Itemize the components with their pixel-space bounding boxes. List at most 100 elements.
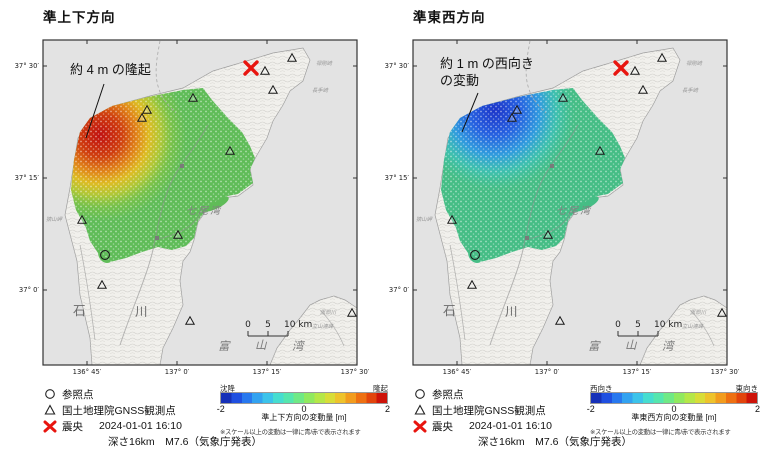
gnss-stations	[446, 52, 727, 325]
noto-island	[201, 196, 229, 212]
lat-tick-label: 37° 30′	[385, 62, 410, 70]
colorbar-vertical: 沈降 隆起 -2 0 2 準上下方向の変動量 [m] ※スケール以上の変動は一律…	[216, 383, 391, 436]
colorbar-gradient	[590, 392, 758, 404]
map-frame	[412, 39, 728, 366]
annotation-leader-line	[85, 83, 105, 139]
gnss-triangle	[716, 307, 727, 317]
terrain-texture-toyama	[640, 296, 727, 365]
scale-10km: 10 km	[284, 320, 312, 330]
colorbar-east-west: 西向き 東向き -2 0 2 準東西方向の変動量 [m] ※スケール以上の変動は…	[586, 383, 760, 436]
colorbar-tick-min: -2	[216, 404, 225, 414]
scale-5: 5	[265, 320, 271, 330]
legend-reference-point: 参照点	[42, 386, 262, 402]
colorbar-axis-label: 準上下方向の変動量 [m]	[261, 413, 347, 422]
route-shield	[550, 164, 554, 168]
gnss-triangle	[346, 307, 357, 317]
scale-0: 0	[615, 320, 621, 330]
legend-gnss: 国土地理院GNSS観測点	[412, 402, 632, 418]
gnss-triangle-icon	[42, 404, 58, 416]
legend-reference-label: 参照点	[62, 388, 94, 401]
gnss-stations	[76, 52, 357, 325]
lat-tick-label: 37° 15′	[15, 174, 40, 182]
map-legend: 参照点 国土地理院GNSS観測点 震央 2024-01-01 16:10 深さ1…	[42, 386, 262, 449]
epicenter-x-marker	[613, 60, 629, 76]
reference-point-marker	[100, 250, 110, 260]
reference-circle-icon	[42, 388, 58, 400]
route-shield	[180, 164, 184, 168]
sea-label-nanao-bay: 七尾湾	[186, 205, 222, 217]
legend-gnss-label: 国土地理院GNSS観測点	[62, 404, 176, 417]
scale-10km: 10 km	[654, 320, 682, 330]
epicenter-x-marker	[243, 60, 259, 76]
map-legend: 参照点 国土地理院GNSS観測点 震央 2024-01-01 16:10 深さ1…	[412, 386, 632, 449]
gnss-triangle	[141, 104, 153, 114]
scale-bar: 0 5 10 km	[615, 320, 682, 337]
colorbar-footnote: ※スケール以上の変動は一律に青/赤で表示されます	[220, 429, 361, 436]
colorbar-tick-max: 2	[384, 404, 391, 414]
map-east-west-displacement: 禄剛崎 長手崎 猿山岬 黒部川 立山連峰 七尾湾 富 山 湾 石 川 0 5 1…	[385, 39, 740, 376]
colorbar-tick-mid: 0	[301, 404, 307, 414]
roads	[79, 124, 345, 347]
panel-east-west: 準東西方向	[370, 0, 760, 457]
page-title: 準東西方向	[413, 10, 486, 25]
legend-epicenter-label: 震央	[62, 420, 83, 433]
lat-tick-label: 37° 15′	[385, 174, 410, 182]
gnss-triangle	[511, 104, 523, 114]
scale-5: 5	[635, 320, 641, 330]
colorbar-neg-label: 沈降	[220, 384, 235, 393]
gnss-triangle	[187, 92, 199, 102]
colorbar-tick-mid: 0	[671, 404, 677, 414]
gnss-triangle	[629, 65, 641, 75]
gnss-triangle	[172, 229, 184, 239]
cape-label-nagate: 長手崎	[682, 87, 699, 94]
pref-label-ishikawa-1: 石	[443, 304, 456, 318]
lon-tick-label: 136° 45′	[73, 368, 102, 376]
route-shield	[525, 236, 529, 240]
gnss-triangle-icon	[412, 404, 428, 416]
gnss-triangle	[224, 145, 236, 155]
legend-gnss: 国土地理院GNSS観測点	[42, 402, 262, 418]
gnss-triangle	[554, 315, 566, 325]
legend-epicenter-detail: 深さ16km M7.6（気象庁発表）	[478, 436, 633, 448]
gnss-triangle	[259, 65, 271, 75]
epicenter-x-icon	[412, 420, 428, 433]
lon-tick-label: 137° 0′	[535, 368, 560, 376]
pref-label-ishikawa-2: 川	[135, 305, 148, 319]
lon-tick-label: 137° 30′	[341, 368, 370, 376]
scale-0: 0	[245, 320, 251, 330]
reference-circle-icon	[412, 388, 428, 400]
displacement-data-region	[441, 88, 625, 263]
data-speckle	[441, 88, 625, 262]
cape-label-rokko: 禄剛崎	[686, 60, 703, 67]
colorbar-axis-label: 準東西方向の変動量 [m]	[631, 413, 717, 422]
sea-label-toyama-1: 富	[588, 340, 601, 353]
annotation-text-line1: 約 1 m の西向き	[440, 56, 534, 71]
legend-reference-point: 参照点	[412, 386, 632, 402]
legend-epicenter-label: 震央	[432, 420, 453, 433]
cape-label-saruyama: 猿山岬	[416, 216, 433, 223]
lon-tick-label: 137° 15′	[623, 368, 652, 376]
label-tateyama: 立山連峰	[682, 323, 704, 330]
sea-label-toyama-3: 湾	[662, 340, 676, 353]
colorbar-pos-label: 隆起	[373, 384, 388, 393]
gnss-triangle	[466, 279, 478, 289]
sea-label-toyama-3: 湾	[292, 340, 306, 353]
gnss-triangle	[637, 84, 649, 94]
scale-bar: 0 5 10 km	[245, 320, 312, 337]
colorbar-pos-label: 東向き	[735, 384, 759, 393]
colorbar-tick-min: -2	[586, 404, 595, 414]
cape-label-rokko: 禄剛崎	[316, 60, 333, 67]
gnss-triangle	[136, 112, 148, 122]
annotation-leader-line	[461, 92, 479, 133]
route-shield	[155, 236, 159, 240]
legend-epicenter-detail: 深さ16km M7.6（気象庁発表）	[108, 436, 263, 448]
annotation-text: 約 4 m の隆起	[70, 62, 151, 77]
sea-label-toyama-1: 富	[218, 340, 231, 353]
gnss-triangle	[656, 52, 668, 62]
gnss-triangle	[96, 279, 108, 289]
gnss-triangle	[542, 229, 554, 239]
cape-label-nagate: 長手崎	[312, 87, 329, 94]
map-vertical-displacement: 禄剛崎 長手崎 猿山岬 黒部川 立山連峰 七尾湾 富 山 湾 石 川 0 5 1…	[15, 39, 370, 376]
lon-tick-label: 137° 0′	[165, 368, 190, 376]
